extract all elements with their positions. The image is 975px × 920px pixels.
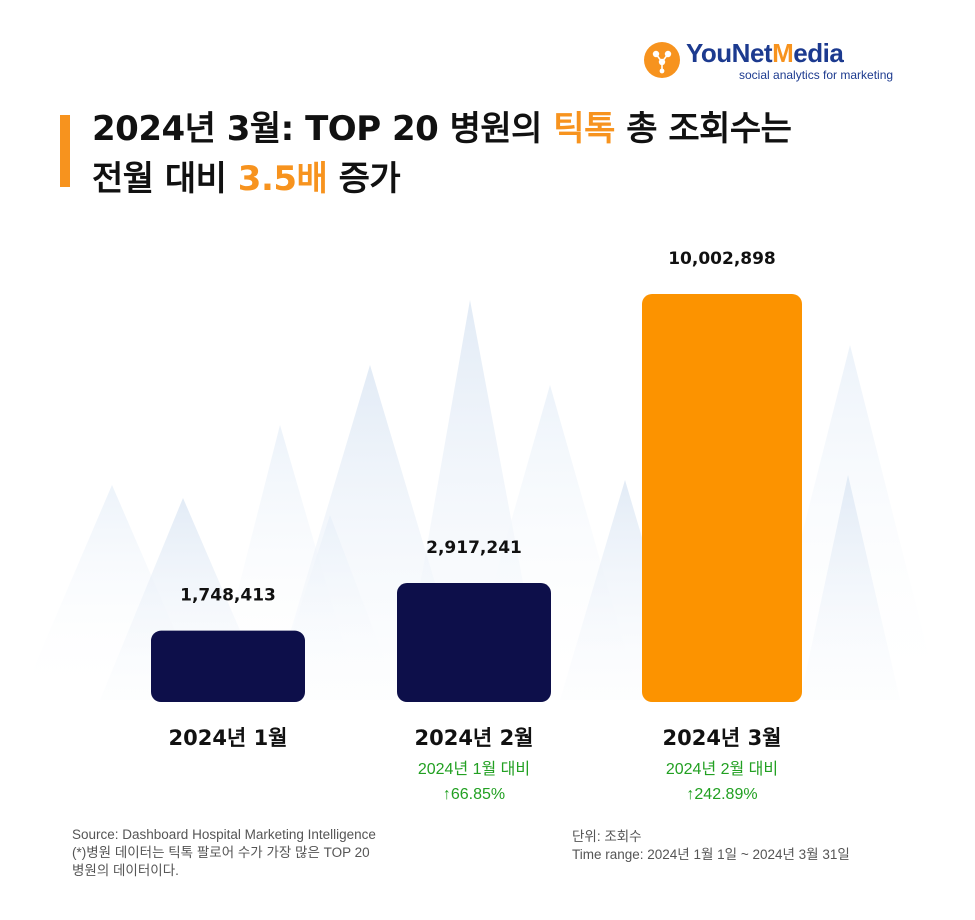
younet-logo-icon	[644, 42, 680, 78]
page-title: 2024년 3월: TOP 20 병원의 틱톡 총 조회수는 전월 대비 3.5…	[92, 104, 792, 204]
title-line-2: 전월 대비 3.5배 증가	[92, 159, 401, 199]
source-text: Source: Dashboard Hospital Marketing Int…	[72, 827, 376, 842]
category-label-3: 2024년 3월	[662, 726, 781, 750]
note-line-1: (*)병원 데이터는 틱톡 팔로어 수가 가장 많은 TOP 20	[72, 845, 370, 860]
category-label-2: 2024년 2월	[414, 726, 533, 750]
category-label-1: 2024년 1월	[168, 726, 287, 750]
bar-3	[642, 294, 802, 702]
title-line-1: 2024년 3월: TOP 20 병원의 틱톡 총 조회수는	[92, 109, 792, 149]
brand-name: YouNetMedia	[686, 38, 844, 68]
unit-text: 단위: 조회수	[572, 829, 642, 844]
bar-1	[151, 630, 305, 702]
note-line-2: 병원의 데이터이다.	[72, 863, 179, 878]
title-accent-bar	[60, 115, 70, 187]
bar-value-label-1: 1,748,413	[180, 586, 276, 606]
brand-logo: YouNetMedia social analytics for marketi…	[642, 38, 902, 88]
footer-left: Source: Dashboard Hospital Marketing Int…	[72, 826, 376, 880]
growth-comparison-3: 2024년 2월 대비	[666, 760, 778, 778]
time-range-text: Time range: 2024년 1월 1일 ~ 2024년 3월 31일	[572, 847, 850, 862]
bar-2	[397, 583, 551, 702]
footer-right: 단위: 조회수 Time range: 2024년 1월 1일 ~ 2024년 …	[572, 828, 850, 864]
brand-tagline: social analytics for marketing	[739, 68, 894, 82]
bar-value-label-3: 10,002,898	[668, 249, 776, 269]
bar-value-label-2: 2,917,241	[426, 538, 522, 558]
growth-comparison-2: 2024년 1월 대비	[418, 760, 530, 778]
growth-percent-3: ↑242.89%	[686, 786, 757, 803]
growth-percent-2: ↑66.85%	[443, 786, 505, 803]
